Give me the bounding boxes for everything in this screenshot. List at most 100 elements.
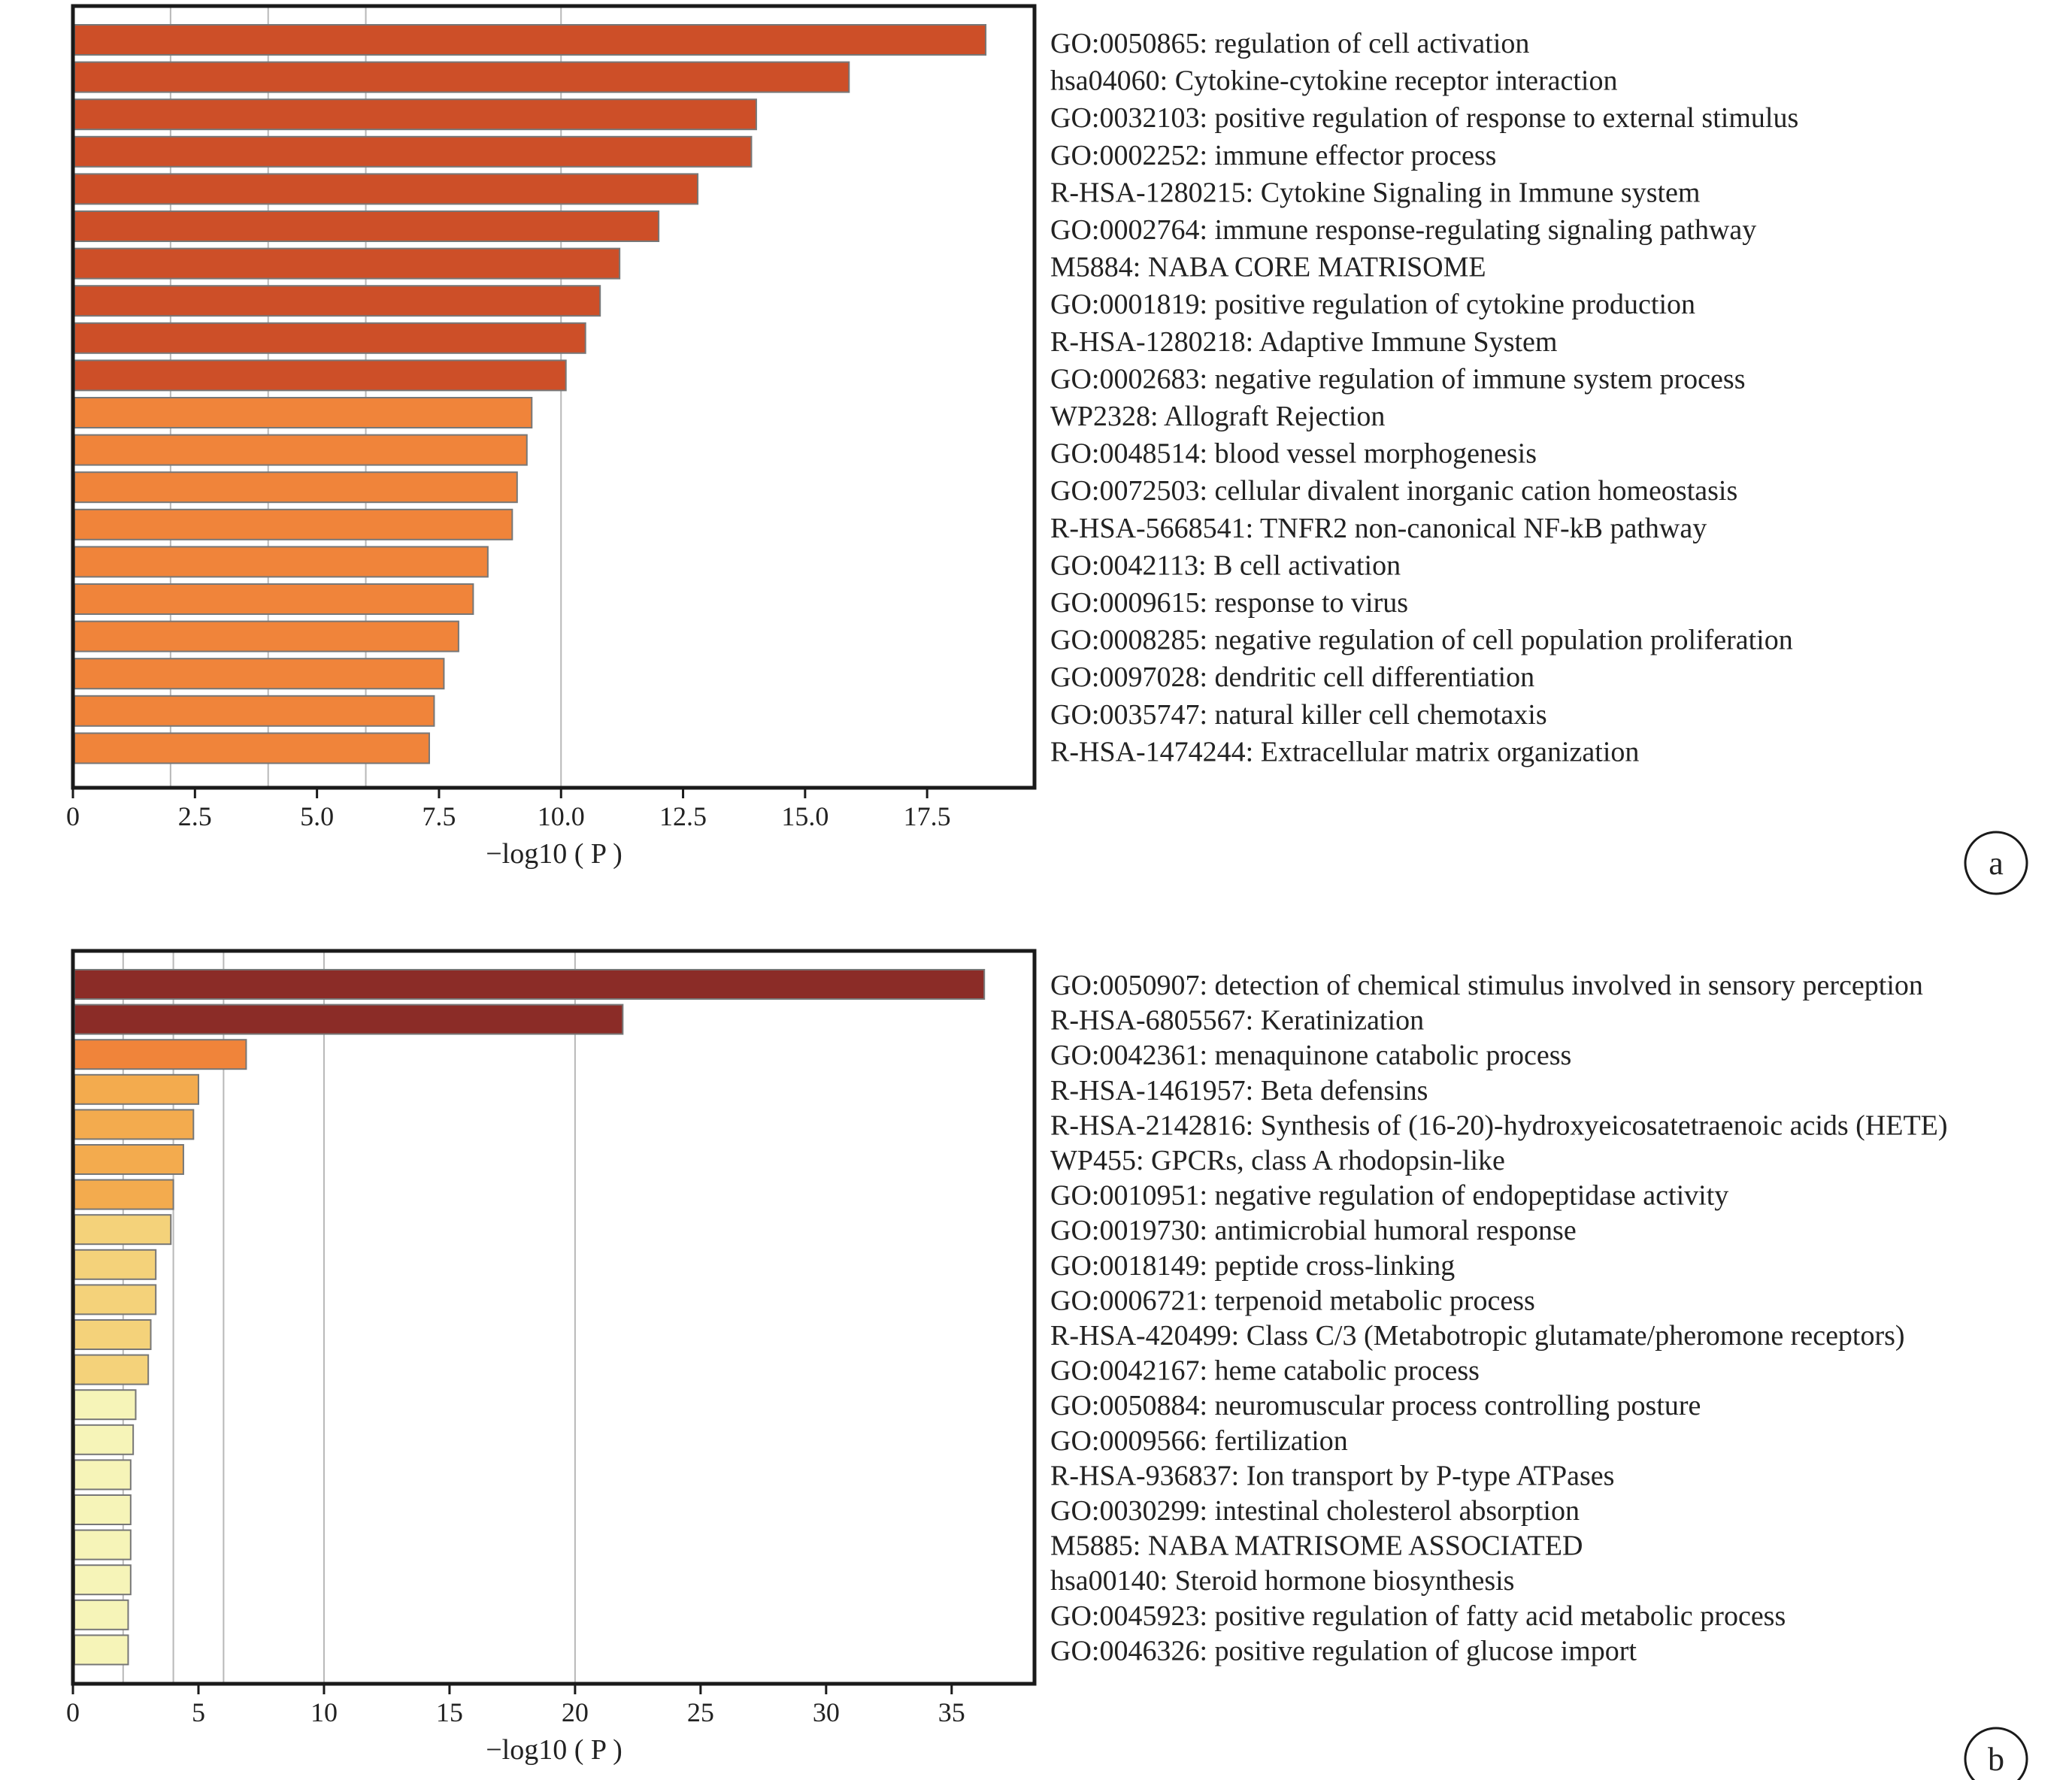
bar [74, 1424, 135, 1455]
x-tick-label: 10 [310, 1697, 338, 1727]
category-label: R-HSA-6805567: Keratinization [1050, 1005, 1424, 1037]
category-label: GO:0002252: immune effector process [1050, 140, 1496, 171]
category-label: R-HSA-5668541: TNFR2 non-canonical NF-kB… [1050, 513, 1707, 544]
category-label: GO:0050865: regulation of cell activatio… [1050, 28, 1529, 59]
category-label: GO:0002764: immune response-regulating s… [1050, 214, 1756, 246]
bar [74, 1039, 247, 1070]
category-label: GO:0050884: neuromuscular process contro… [1050, 1390, 1701, 1421]
category-label: GO:0009615: response to virus [1050, 587, 1408, 619]
panel-a: GO:0050865: regulation of cell activatio… [66, 4, 2028, 895]
panel-label-circle [1964, 1727, 2028, 1780]
bar [74, 1284, 157, 1315]
bar [74, 173, 699, 205]
category-label: R-HSA-420499: Class C/3 (Metabotropic gl… [1050, 1320, 1905, 1352]
category-label: R-HSA-1461957: Beta defensins [1050, 1075, 1428, 1106]
category-label: GO:0006721: terpenoid metabolic process [1050, 1285, 1535, 1316]
x-tick-label: 7.5 [422, 801, 456, 831]
bar [74, 98, 757, 131]
x-tick-label: 2.5 [178, 801, 212, 831]
category-label: R-HSA-936837: Ion transport by P-type AT… [1050, 1460, 1614, 1491]
category-label: GO:0042113: B cell activation [1050, 549, 1401, 581]
bar [74, 1109, 195, 1140]
bar [74, 508, 513, 540]
x-tick-label: 10.0 [538, 801, 585, 831]
panel-label: a [1989, 845, 2004, 882]
x-tick-label: 0 [66, 801, 80, 831]
panel-label: b [1988, 1741, 2004, 1778]
bar [74, 61, 850, 93]
category-label: R-HSA-1280218: Adaptive Immune System [1050, 326, 1557, 358]
category-label: GO:0050907: detection of chemical stimul… [1050, 970, 1923, 1001]
panel-b: GO:0050907: detection of chemical stimul… [66, 949, 2028, 1780]
bar [74, 471, 518, 504]
category-label: GO:0010951: negative regulation of endop… [1050, 1180, 1728, 1212]
category-label: R-HSA-1280215: Cytokine Signaling in Imm… [1050, 177, 1700, 208]
bar [74, 397, 533, 428]
bar [74, 1354, 150, 1385]
category-label: GO:0019730: antimicrobial humoral respon… [1050, 1215, 1577, 1246]
bar [74, 1599, 129, 1630]
category-label: GO:0042361: menaquinone catabolic proces… [1050, 1040, 1571, 1071]
x-axis-label: −log10 ( P ) [486, 1734, 623, 1766]
bar [74, 1214, 172, 1246]
category-label: GO:0018149: peptide cross-linking [1050, 1250, 1455, 1282]
x-tick-label: 35 [938, 1697, 965, 1727]
x-tick-label: 15 [436, 1697, 463, 1727]
plot-frame [71, 4, 1037, 790]
x-tick-label: 30 [813, 1697, 840, 1727]
x-axis-label: −log10 ( P ) [486, 838, 623, 870]
bar [74, 210, 660, 242]
bar [74, 969, 986, 1000]
bar [74, 1634, 129, 1666]
category-label: R-HSA-1474244: Extracellular matrix orga… [1050, 736, 1639, 767]
bar [74, 732, 430, 764]
bar [74, 658, 445, 690]
category-label: WP455: GPCRs, class A rhodopsin-like [1050, 1145, 1505, 1176]
category-label: hsa04060: Cytokine-cytokine receptor int… [1050, 65, 1618, 97]
bar [74, 1249, 157, 1280]
bar [74, 135, 753, 168]
category-label: M5884: NABA CORE MATRISOME [1050, 252, 1486, 283]
category-label: R-HSA-2142816: Synthesis of (16-20)-hydr… [1050, 1109, 1948, 1141]
category-label: GO:0001819: positive regulation of cytok… [1050, 289, 1695, 320]
bar [74, 1389, 137, 1421]
bar [74, 1459, 132, 1491]
x-tick-label: 25 [687, 1697, 714, 1727]
panel-label-circle [1964, 831, 2028, 895]
category-label: GO:0002683: negative regulation of immun… [1050, 363, 1746, 395]
category-label: GO:0045923: positive regulation of fatty… [1050, 1600, 1786, 1632]
bar [74, 1564, 132, 1596]
bar [74, 322, 586, 354]
plot-frame [71, 949, 1037, 1686]
bar [74, 620, 459, 652]
bar [74, 1004, 624, 1035]
bar [74, 24, 987, 56]
category-label: GO:0030299: intestinal cholesterol absor… [1050, 1495, 1580, 1527]
category-label: GO:0072503: cellular divalent inorganic … [1050, 475, 1737, 507]
x-tick-label: 17.5 [904, 801, 951, 831]
x-tick-label: 5.0 [300, 801, 334, 831]
category-label: GO:0097028: dendritic cell differentiati… [1050, 661, 1534, 693]
x-tick-label: 12.5 [659, 801, 707, 831]
bar [74, 1144, 184, 1175]
category-label: GO:0046326: positive regulation of gluco… [1050, 1635, 1637, 1666]
x-tick-label: 5 [192, 1697, 205, 1727]
category-label: M5885: NABA MATRISOME ASSOCIATED [1050, 1530, 1583, 1562]
bar [74, 359, 567, 392]
bar [74, 546, 489, 578]
bar [74, 1494, 132, 1525]
bar [74, 434, 528, 466]
bar [74, 1179, 174, 1210]
x-tick-label: 15.0 [781, 801, 828, 831]
bar [74, 695, 435, 727]
category-label: GO:0032103: positive regulation of respo… [1050, 102, 1798, 134]
bar [74, 285, 601, 317]
bar [74, 247, 621, 280]
category-label: GO:0008285: negative regulation of cell … [1050, 625, 1793, 656]
category-label: hsa00140: Steroid hormone biosynthesis [1050, 1565, 1514, 1597]
x-tick-label: 20 [562, 1697, 589, 1727]
bar [74, 1529, 132, 1561]
x-tick-label: 0 [66, 1697, 80, 1727]
category-label: GO:0035747: natural killer cell chemotax… [1050, 699, 1547, 731]
